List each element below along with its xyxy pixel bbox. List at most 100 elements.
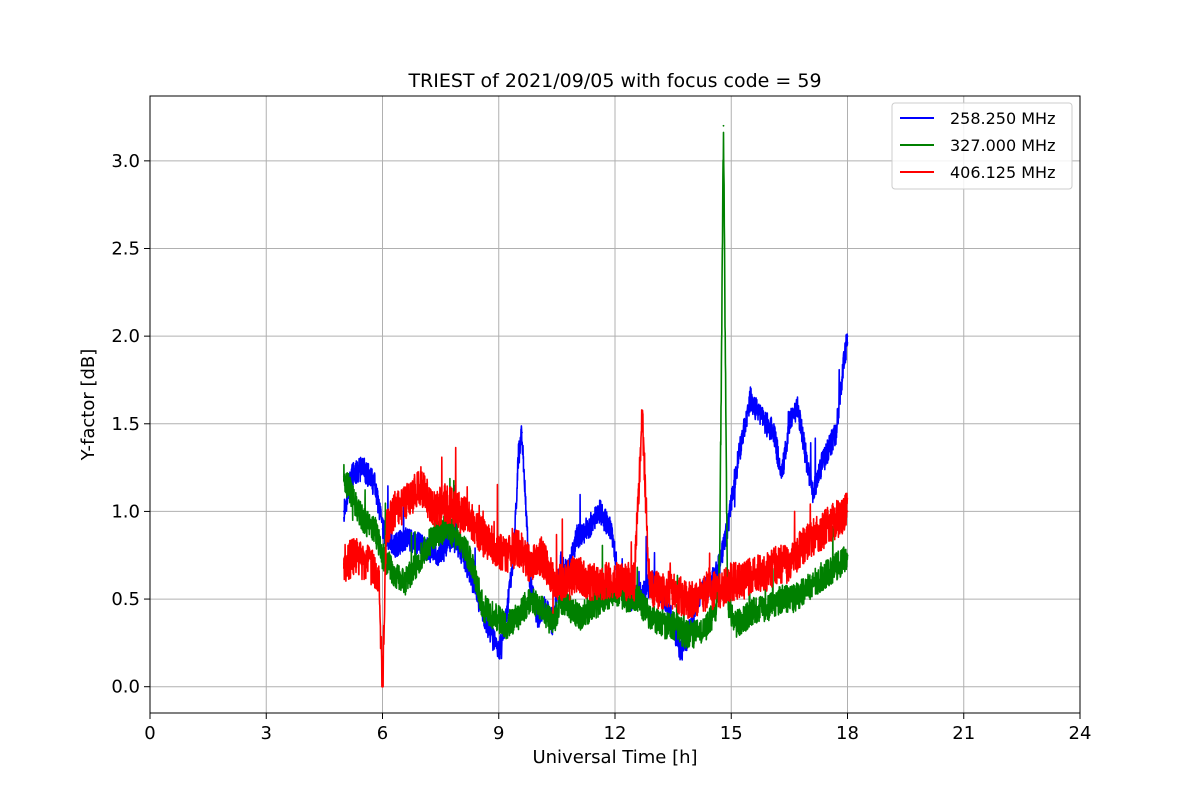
- data-point: [373, 528, 376, 530]
- data-point: [683, 633, 686, 635]
- y-tick-label: 2.0: [111, 326, 140, 347]
- data-point: [749, 396, 752, 399]
- legend: 258.250 MHz 327.000 MHz 406.125 MHz: [891, 102, 1073, 190]
- data-point: [381, 554, 384, 557]
- data-point: [521, 431, 523, 434]
- data-point: [404, 580, 407, 583]
- data-point: [800, 545, 802, 548]
- series-line: [343, 131, 849, 649]
- data-point: [742, 431, 744, 434]
- data-point: [552, 580, 554, 583]
- data-point: [373, 484, 376, 486]
- data-point: [811, 536, 814, 539]
- data-point: [769, 606, 771, 609]
- data-point: [470, 519, 473, 522]
- data-point: [377, 571, 380, 574]
- data-point: [660, 589, 663, 592]
- data-point: [649, 589, 651, 592]
- x-tick-label: 15: [720, 723, 743, 744]
- data-point: [745, 615, 748, 618]
- data-point: [660, 624, 663, 627]
- x-tick-label: 0: [144, 723, 155, 744]
- data-point: [695, 633, 698, 635]
- y-tick-label: 3.0: [111, 151, 140, 172]
- data-point: [443, 501, 446, 504]
- data-point: [633, 580, 636, 583]
- data-point: [420, 554, 423, 557]
- data-point: [517, 615, 519, 618]
- data-point: [362, 466, 364, 469]
- data-point: [672, 589, 674, 592]
- data-point: [342, 563, 345, 565]
- data-point: [432, 536, 434, 539]
- ticks: 0 3 6 9 12 15 18 21 24 0.0 0.5 1.0 1.5 2.0 2.5 3.0: [111, 151, 1091, 744]
- data-point: [757, 606, 760, 609]
- data-point: [734, 624, 736, 627]
- data-point: [672, 624, 674, 627]
- data-point: [528, 598, 531, 600]
- x-tick-label: 3: [261, 723, 272, 744]
- data-point: [840, 379, 843, 381]
- data-point: [765, 571, 767, 574]
- data-point: [610, 528, 612, 530]
- legend-box: [891, 102, 1073, 190]
- data-point: [792, 598, 795, 600]
- data-point: [734, 475, 736, 478]
- data-point: [757, 414, 760, 416]
- data-point: [815, 580, 818, 583]
- legend-label: 406.125 MHz: [950, 163, 1055, 182]
- data-point: [695, 598, 698, 600]
- data-point: [393, 571, 395, 574]
- data-point: [567, 606, 570, 609]
- data-point: [610, 580, 612, 583]
- data-point: [362, 519, 364, 522]
- data-point: [846, 510, 849, 513]
- y-tick-label: 1.5: [111, 414, 140, 435]
- data-point: [823, 528, 826, 530]
- data-point: [788, 422, 791, 425]
- data-point: [598, 510, 601, 513]
- data-point: [838, 563, 841, 565]
- data-point: [505, 624, 508, 627]
- data-point: [420, 484, 423, 486]
- data-point: [435, 554, 438, 557]
- y-tick-label: 2.5: [111, 238, 140, 259]
- x-tick-label: 9: [493, 723, 504, 744]
- data-point: [497, 650, 500, 653]
- data-point: [683, 598, 686, 600]
- data-point: [385, 528, 388, 530]
- data-point: [722, 124, 725, 127]
- y-tick-label: 0.0: [111, 677, 140, 698]
- data-point: [366, 563, 368, 565]
- x-tick-label: 6: [377, 723, 388, 744]
- data-point: [811, 493, 814, 495]
- y-axis-label: Y-factor [dB]: [78, 349, 99, 462]
- legend-label: 258.250 MHz: [950, 109, 1055, 128]
- data-point: [835, 519, 837, 522]
- data-point: [835, 431, 837, 434]
- legend-label: 327.000 MHz: [950, 136, 1055, 155]
- data-point: [528, 563, 531, 565]
- data-point: [714, 606, 717, 609]
- data-point: [587, 580, 589, 583]
- data-point: [393, 510, 395, 513]
- data-point: [540, 606, 543, 609]
- data-point: [788, 563, 791, 565]
- data-point: [587, 528, 589, 530]
- data-point: [432, 510, 434, 513]
- data-point: [381, 685, 384, 688]
- data-point: [381, 528, 384, 530]
- x-tick-label: 12: [604, 723, 627, 744]
- x-tick-label: 24: [1069, 723, 1092, 744]
- data-point: [482, 536, 485, 539]
- data-point: [637, 598, 640, 600]
- data-point: [680, 650, 682, 653]
- data-point: [780, 598, 783, 600]
- data-point: [482, 606, 485, 609]
- data-point: [641, 414, 643, 416]
- series-2: [342, 409, 849, 688]
- data-point: [350, 475, 353, 478]
- data-point: [517, 457, 519, 460]
- series-line: [343, 409, 849, 688]
- data-point: [459, 510, 461, 513]
